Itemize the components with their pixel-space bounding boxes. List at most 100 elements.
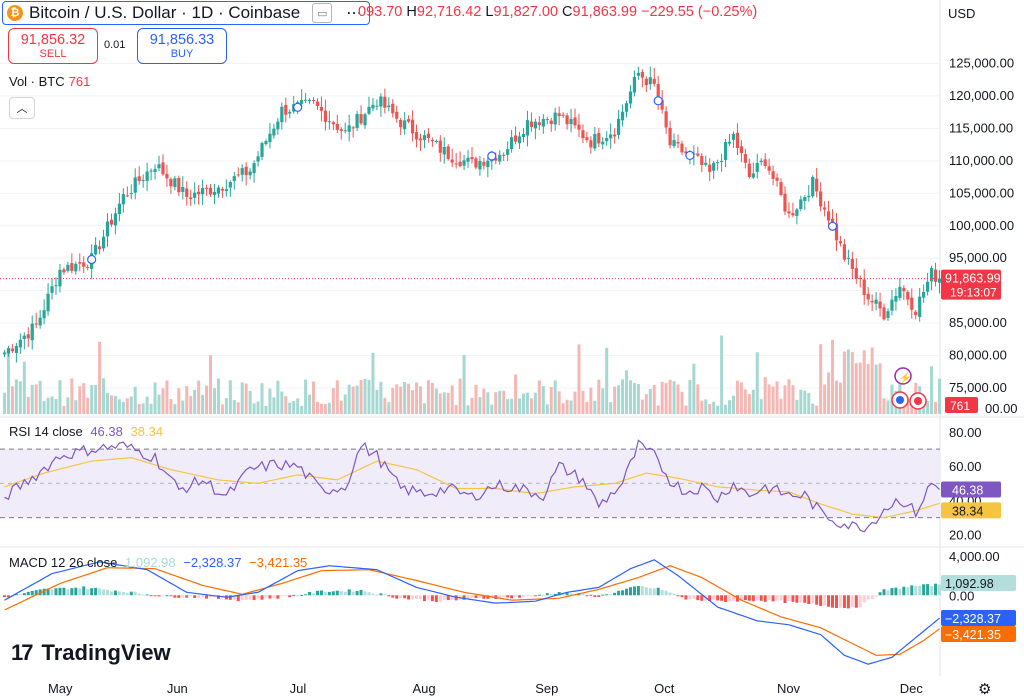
volume-bar bbox=[260, 383, 264, 414]
macd-histogram-bar bbox=[34, 590, 38, 596]
volume-bar bbox=[442, 392, 446, 414]
candle-body bbox=[351, 127, 355, 129]
candle-body bbox=[609, 134, 613, 139]
macd-histogram-bar bbox=[236, 595, 240, 602]
volume-bar bbox=[280, 391, 284, 414]
candle-body bbox=[311, 100, 316, 102]
macd-histogram-bar bbox=[842, 595, 846, 608]
chart-type-icon[interactable]: ▭ bbox=[312, 3, 333, 23]
macd-histogram-bar bbox=[470, 595, 474, 598]
candle-body bbox=[6, 348, 11, 354]
candle-body bbox=[613, 134, 617, 137]
macd-histogram-bar bbox=[874, 595, 878, 597]
volume-bar bbox=[133, 386, 137, 414]
rsi-ma-value-tag bbox=[941, 502, 1001, 519]
candle-body bbox=[30, 323, 34, 341]
volume-bar bbox=[113, 395, 117, 414]
candle-body bbox=[300, 99, 304, 104]
macd-histogram-bar bbox=[787, 595, 791, 602]
volume-bar bbox=[561, 403, 565, 414]
volume-bar bbox=[78, 386, 82, 414]
candle-body bbox=[826, 211, 831, 221]
volume-bar bbox=[565, 399, 569, 414]
volume-bar bbox=[660, 381, 664, 414]
candle-body bbox=[121, 194, 125, 205]
candle-body bbox=[264, 141, 268, 145]
macd-histogram-bar bbox=[323, 592, 327, 596]
volume-tag bbox=[945, 397, 978, 413]
buy-label: BUY bbox=[170, 47, 194, 60]
macd-histogram-bar bbox=[894, 587, 898, 596]
volume-bar bbox=[716, 405, 720, 414]
macd-histogram-bar bbox=[585, 595, 589, 597]
macd-histogram-bar bbox=[54, 588, 58, 596]
candle-body bbox=[359, 114, 363, 124]
macd-histogram-bar bbox=[478, 595, 482, 598]
macd-histogram-bar bbox=[347, 589, 351, 596]
volume-bar bbox=[42, 401, 46, 414]
macd-tick-label: 0.00 bbox=[949, 588, 974, 603]
macd-histogram-bar bbox=[775, 595, 779, 601]
macd-histogram-bar bbox=[149, 595, 153, 597]
macd-histogram-bar bbox=[819, 595, 823, 606]
candle-body bbox=[708, 164, 712, 172]
macd-histogram-bar bbox=[692, 595, 696, 599]
volume-tag-value: 761 bbox=[950, 399, 970, 413]
candle-body bbox=[197, 191, 201, 195]
volume-bar bbox=[886, 400, 890, 414]
macd-histogram-bar bbox=[688, 595, 692, 600]
volume-bar bbox=[177, 388, 181, 414]
candle-body bbox=[387, 105, 391, 108]
collapse-legend-button[interactable]: ︿ bbox=[9, 97, 35, 119]
volume-bar bbox=[791, 385, 795, 414]
chevron-up-icon: ︿ bbox=[16, 103, 28, 115]
macd-histogram-bar bbox=[18, 594, 22, 596]
currency-selector[interactable]: USD bbox=[948, 6, 976, 21]
candle-body bbox=[533, 121, 537, 129]
macd-histogram-bar bbox=[363, 591, 367, 596]
settings-icon[interactable]: ⚙ bbox=[978, 681, 992, 698]
candle-body bbox=[82, 262, 86, 267]
tradingview-logo[interactable]: 17 TradingView bbox=[11, 640, 171, 666]
candle-body bbox=[450, 159, 454, 163]
macd-histogram-bar bbox=[831, 595, 835, 608]
candle-body bbox=[648, 77, 652, 85]
macd-histogram-bar bbox=[529, 595, 533, 597]
candle-body bbox=[569, 118, 573, 125]
macd-histogram-bar bbox=[415, 595, 419, 599]
sell-button[interactable]: 91,856.32 SELL bbox=[8, 28, 98, 64]
x-axis-label: Jun bbox=[167, 681, 188, 696]
bitcoin-icon: ₿ bbox=[7, 5, 23, 21]
macd-histogram-bar bbox=[177, 595, 181, 598]
volume-bar bbox=[811, 403, 815, 414]
macd-histogram-bar bbox=[260, 595, 264, 600]
us-flag-center bbox=[914, 397, 922, 405]
macd-histogram-bar bbox=[454, 595, 458, 601]
volume-bar bbox=[862, 350, 866, 414]
volume-bar bbox=[403, 382, 407, 414]
macd-histogram-bar bbox=[918, 585, 922, 596]
candle-body bbox=[553, 112, 557, 125]
volume-bar bbox=[415, 382, 419, 414]
candle-body bbox=[668, 127, 672, 146]
buy-button[interactable]: 91,856.33 BUY bbox=[137, 28, 227, 64]
macd-histogram-bar bbox=[129, 591, 133, 596]
macd-histogram-bar bbox=[121, 591, 125, 596]
candle-body bbox=[763, 159, 767, 166]
macd-hist-tag-text: 1,092.98 bbox=[945, 577, 994, 591]
more-options-icon[interactable]: ⋯ bbox=[346, 5, 364, 22]
macd-histogram-bar bbox=[728, 595, 732, 602]
macd-histogram-bar bbox=[846, 595, 850, 609]
macd-histogram-bar bbox=[866, 595, 870, 600]
symbol-info[interactable]: ₿ Bitcoin / U.S. Dollar · 1D · Coinbase … bbox=[2, 1, 371, 25]
candle-body bbox=[327, 121, 331, 123]
candle-body bbox=[482, 161, 486, 166]
candle-body bbox=[216, 187, 221, 194]
macd-histogram-bar bbox=[86, 588, 90, 596]
volume-bar bbox=[553, 380, 557, 414]
volume-bar bbox=[636, 383, 640, 414]
macd-histogram-bar bbox=[696, 595, 700, 601]
volume-bar bbox=[351, 386, 355, 414]
volume-bar bbox=[248, 391, 252, 414]
